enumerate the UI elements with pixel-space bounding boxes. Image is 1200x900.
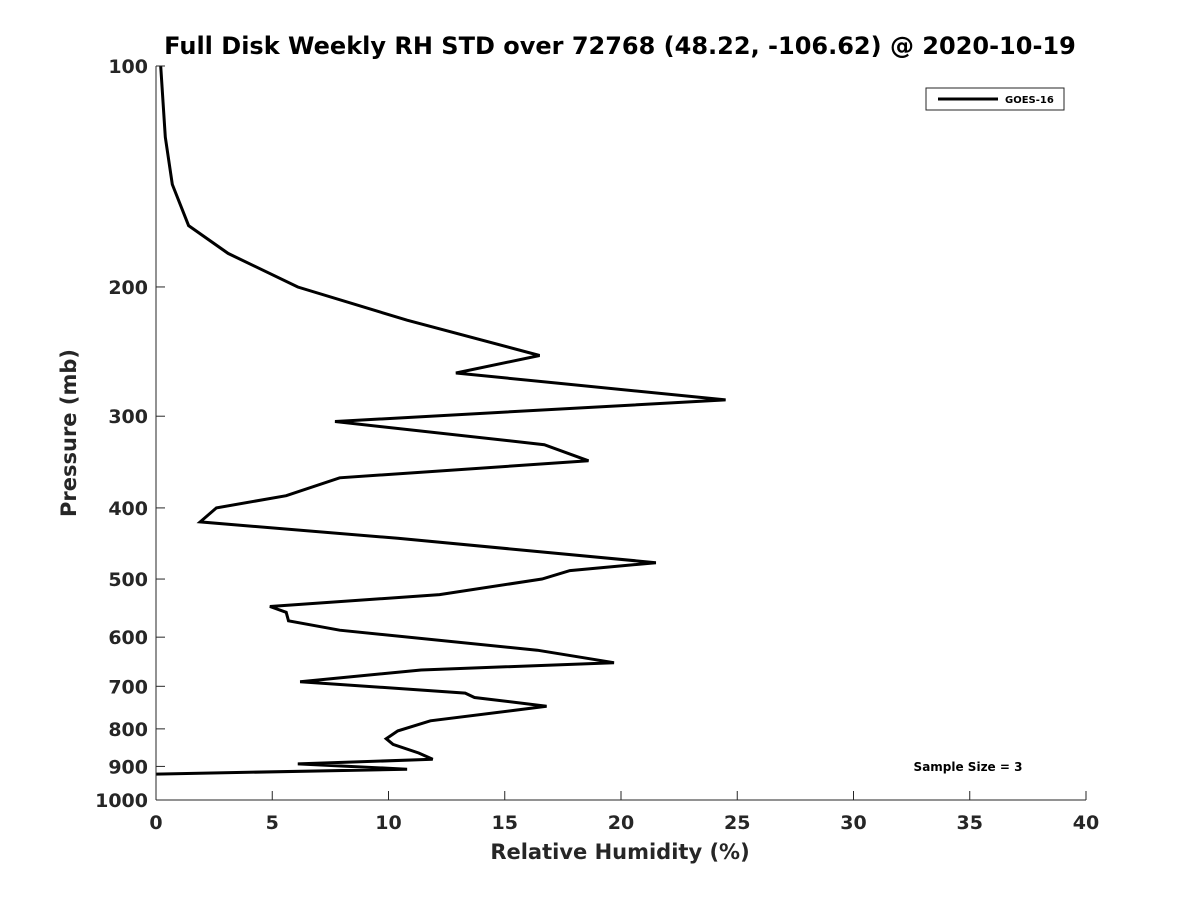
x-tick-label: 20 [608,812,634,834]
x-tick-label: 15 [492,812,518,834]
y-tick-label: 200 [108,277,148,299]
chart-title: Full Disk Weekly RH STD over 72768 (48.2… [164,32,1076,60]
y-axis: 100 200 300 400 500 600 700 800 900 1000 [95,56,165,812]
x-axis-label: Relative Humidity (%) [490,840,749,864]
y-tick-label: 500 [108,569,148,591]
y-tick-label: 600 [108,627,148,649]
y-tick-label: 400 [108,498,148,520]
legend: GOES-16 [925,87,1065,111]
x-tick-label: 0 [149,812,162,834]
y-axis-label: Pressure (mb) [57,349,81,517]
y-tick-label: 100 [108,56,148,78]
legend-label: GOES-16 [1005,95,1054,106]
y-tick-label: 1000 [95,790,148,812]
y-tick-label: 300 [108,406,148,428]
sample-size-annotation: Sample Size = 3 [914,760,1023,774]
x-tick-label: 30 [840,812,866,834]
y-tick-label: 800 [108,719,148,741]
x-tick-label: 35 [957,812,983,834]
y-tick-label: 900 [108,756,148,778]
x-axis: 0 5 10 15 20 25 30 35 40 [149,791,1099,834]
x-tick-label: 10 [375,812,401,834]
y-tick-label: 700 [108,676,148,698]
x-tick-label: 40 [1073,812,1099,834]
x-tick-label: 25 [724,812,750,834]
x-tick-label: 5 [266,812,279,834]
